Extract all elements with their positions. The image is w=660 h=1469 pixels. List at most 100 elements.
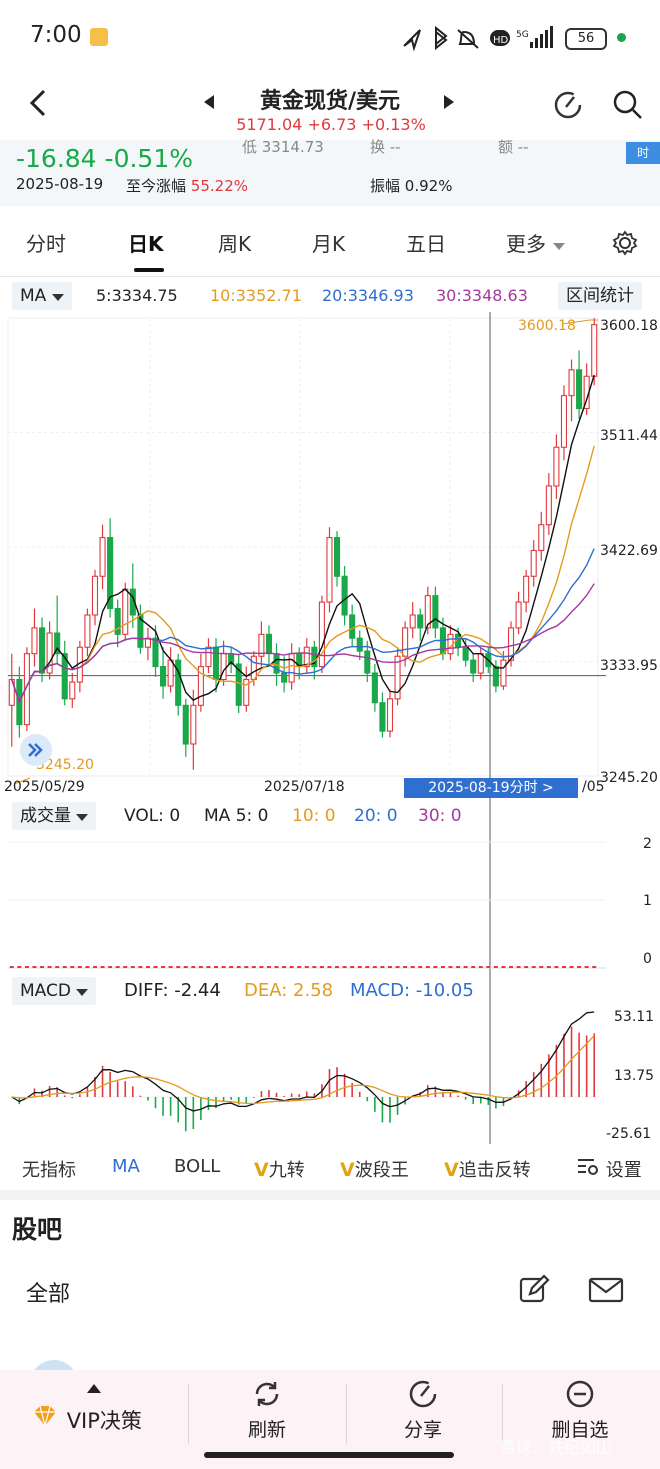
expand-button[interactable] (20, 734, 52, 766)
candle-body (250, 655, 257, 681)
header-change: +6.73 (307, 115, 357, 134)
price-axis-top: 3600.18 (600, 318, 658, 334)
indicator-boduanwang[interactable]: V波段王 (340, 1156, 409, 1182)
vol-ma5: MA 5: 0 (204, 806, 269, 826)
triangle-up-icon[interactable] (86, 1382, 102, 1394)
candle-body (568, 369, 575, 397)
indicator-bar: 无指标 MA BOLL V九转 V波段王 V追击反转 设置 (0, 1148, 660, 1188)
edit-icon[interactable] (518, 1274, 550, 1306)
indicator-zhuiji[interactable]: V追击反转 (444, 1156, 531, 1182)
vip-decision-label: VIP决策 (66, 1409, 142, 1433)
mute-icon (457, 29, 479, 49)
back-button[interactable] (28, 87, 48, 127)
candles (8, 318, 598, 1132)
candle-body (576, 369, 583, 410)
bluetooth-icon (435, 25, 448, 51)
macd-selector[interactable]: MACD (12, 977, 97, 1005)
vol-value: VOL: 0 (124, 806, 181, 826)
share-button[interactable]: 分享 (392, 1378, 454, 1442)
tab-more-label: 更多 (506, 232, 546, 256)
turnover: 换 -- (370, 138, 401, 156)
home-indicator[interactable] (204, 1452, 454, 1458)
candle-body (160, 666, 167, 687)
candle-body (394, 655, 401, 700)
tab-daily-k[interactable]: 日K (128, 232, 164, 256)
search-icon[interactable] (612, 89, 644, 121)
volume-selector[interactable]: 成交量 (12, 802, 97, 830)
divider (0, 276, 660, 277)
settings-list-icon (578, 1159, 598, 1175)
ma-lines (11, 374, 595, 1112)
refresh-button[interactable]: 刷新 (236, 1378, 298, 1442)
battery-dot (617, 33, 626, 42)
gear-icon[interactable] (612, 230, 638, 256)
remove-watchlist-button[interactable]: 删自选 (548, 1378, 612, 1442)
indicator-ma[interactable]: MA (112, 1156, 140, 1177)
tab-intraday[interactable]: 分时 (26, 232, 66, 256)
vol-axis-mid: 1 (643, 893, 652, 909)
indicator-jiuzhuan[interactable]: V九转 (254, 1156, 305, 1182)
cursor-date-button[interactable]: 2025-08-19分时 > (404, 778, 578, 798)
ma5-line (11, 374, 595, 704)
candle-body (281, 672, 288, 683)
volume-legend: 成交量 VOL: 0 MA 5: 0 10: 0 20: 0 30: 0 (0, 800, 660, 830)
minus-circle-icon (566, 1380, 594, 1408)
prev-instrument-button[interactable] (202, 93, 216, 116)
tab-five-day[interactable]: 五日 (406, 232, 446, 256)
candle-body (107, 537, 114, 610)
notification-icon (90, 28, 108, 46)
min-marker (13, 777, 31, 785)
price-axis-4: 3333.95 (600, 658, 658, 674)
indicator-boll[interactable]: BOLL (174, 1156, 221, 1177)
share-label: 分享 (403, 1419, 442, 1441)
period-tabs: 分时 日K 周K 月K 五日 更多 (0, 208, 660, 276)
triangle-right-icon (444, 95, 454, 109)
refresh-quote-icon[interactable] (552, 89, 584, 121)
svg-text:5G: 5G (516, 30, 529, 40)
ma-selector[interactable]: MA (12, 282, 72, 310)
header-quote: 5171.04 +6.73 +0.13% (226, 115, 436, 134)
vol-ma20: 20: 0 (354, 806, 398, 826)
macd-axis-top: 53.11 (614, 1009, 655, 1025)
indicator-settings[interactable]: 设置 (576, 1156, 642, 1182)
nav-divider (346, 1384, 347, 1444)
vol-ma30: 30: 0 (418, 806, 462, 826)
candle-body (61, 653, 68, 700)
candle-body (386, 698, 394, 732)
candle-body (364, 650, 371, 674)
mail-icon[interactable] (588, 1276, 624, 1304)
vip-decision-button[interactable]: VIP决策 (30, 1404, 142, 1435)
candle-body (417, 614, 424, 629)
candle-body (114, 607, 121, 635)
volume-selector-label: 成交量 (20, 806, 71, 826)
triangle-down-icon (553, 243, 566, 250)
day-change-pct: -0.51% (104, 144, 193, 173)
kline-chart[interactable] (0, 312, 660, 1148)
chevron-left-icon (29, 89, 46, 117)
tab-weekly-k[interactable]: 周K (218, 232, 252, 256)
candle-body (477, 653, 484, 674)
svg-text:HD: HD (493, 35, 509, 46)
indicator-none[interactable]: 无指标 (22, 1160, 76, 1181)
since-change: 至今涨幅 55.22% (126, 175, 248, 196)
candle-body (38, 627, 46, 674)
header-pct: +0.13% (361, 115, 426, 134)
date-end: /05 (582, 779, 605, 795)
candle-body (288, 653, 295, 683)
day-change: -16.84 -0.51% (16, 144, 193, 173)
ma30-line (11, 583, 595, 704)
share-icon (409, 1380, 437, 1408)
tab-more[interactable]: 更多 (506, 228, 566, 257)
next-instrument-button[interactable] (442, 93, 456, 116)
ma10-line (11, 445, 595, 704)
candle-body (99, 537, 106, 577)
tab-monthly-k[interactable]: 月K (312, 232, 346, 256)
vol-axis-top: 2 (643, 836, 652, 852)
intraday-badge[interactable]: 时 (626, 142, 660, 164)
candle-body (349, 614, 356, 639)
candle-body (258, 633, 265, 657)
nav-divider (502, 1384, 503, 1444)
tab-all-posts[interactable]: 全部 (26, 1282, 71, 1307)
price-axis-3: 3422.69 (600, 543, 658, 559)
range-stat-button[interactable]: 区间统计 (558, 282, 642, 310)
